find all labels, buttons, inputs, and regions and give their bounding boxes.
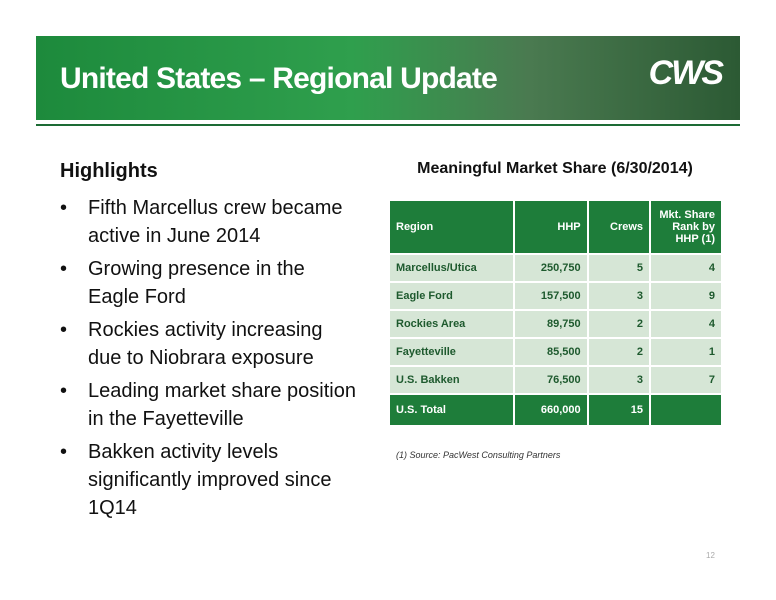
page-number: 12 <box>706 551 715 560</box>
bullet: Rockies activity increasing due to Niobr… <box>60 316 360 372</box>
divider <box>36 124 740 126</box>
cell: 5 <box>586 253 652 283</box>
cell: U.S. Bakken <box>387 365 516 395</box>
cell: 15 <box>586 393 652 427</box>
cell: 4 <box>649 253 723 283</box>
bullet: Growing presence in the Eagle Ford <box>60 255 360 311</box>
highlights-heading: Highlights <box>60 160 158 182</box>
cell: 3 <box>586 281 652 311</box>
cell: 250,750 <box>513 253 589 283</box>
bullet-list: Fifth Marcellus crew became active in Ju… <box>60 194 360 527</box>
total-row: U.S. Total 660,000 15 <box>387 393 723 427</box>
header-row: Region HHP Crews Mkt. Share Rank by HHP (1) <box>387 199 723 255</box>
logo: CWS <box>648 54 724 92</box>
header-band: United States – Regional Update CWS <box>36 36 740 120</box>
cell: 1 <box>649 337 723 367</box>
cell: Fayetteville <box>387 337 516 367</box>
cell: 89,750 <box>513 309 589 339</box>
row: Fayetteville 85,500 2 1 <box>387 337 723 367</box>
table-title: Meaningful Market Share (6/30/2014) <box>417 160 693 177</box>
row: U.S. Bakken 76,500 3 7 <box>387 365 723 395</box>
table: Region HHP Crews Mkt. Share Rank by HHP (1)… <box>387 199 723 427</box>
row: Rockies Area 89,750 2 4 <box>387 309 723 339</box>
cell: Marcellus/Utica <box>387 253 516 283</box>
cell: 2 <box>586 309 652 339</box>
bullet: Bakken activity levels significantly imp… <box>60 438 360 522</box>
column-header: Region <box>387 199 516 255</box>
cell: 4 <box>649 309 723 339</box>
column-header: Crews <box>586 199 652 255</box>
title: United States – Regional Update <box>60 62 498 95</box>
cell: 85,500 <box>513 337 589 367</box>
row: Eagle Ford 157,500 3 9 <box>387 281 723 311</box>
cell: 9 <box>649 281 723 311</box>
cell: Eagle Ford <box>387 281 516 311</box>
cell: 76,500 <box>513 365 589 395</box>
cell <box>649 393 723 427</box>
cell: 2 <box>586 337 652 367</box>
footnote: (1) Source: PacWest Consulting Partners <box>396 450 561 460</box>
cell: 7 <box>649 365 723 395</box>
cell: 157,500 <box>513 281 589 311</box>
bullet: Leading market share position in the Fay… <box>60 377 360 433</box>
bullet: Fifth Marcellus crew became active in Ju… <box>60 194 360 250</box>
cell: Rockies Area <box>387 309 516 339</box>
column-header: HHP <box>513 199 589 255</box>
cell: U.S. Total <box>387 393 516 427</box>
row: Marcellus/Utica 250,750 5 4 <box>387 253 723 283</box>
cell: 660,000 <box>513 393 589 427</box>
cell: 3 <box>586 365 652 395</box>
column-header: Mkt. Share Rank by HHP (1) <box>649 199 723 255</box>
